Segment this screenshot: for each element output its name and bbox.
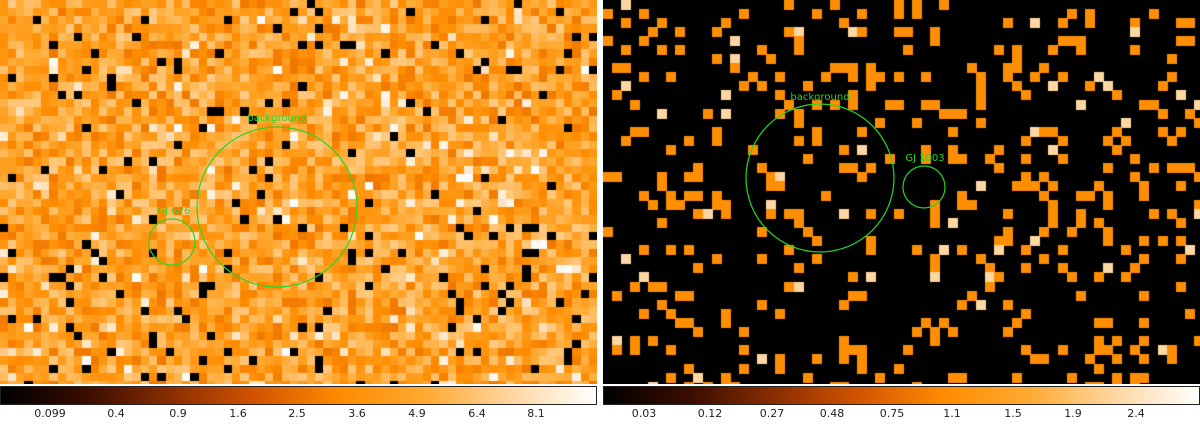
left-tick-label: 8.1	[527, 407, 545, 420]
right-image-panel: background GJ 1003 0.03 0.12 0.27 0.48 0…	[603, 0, 1200, 429]
right-tick-label: 0.48	[819, 407, 845, 420]
left-background-label: background	[247, 113, 306, 124]
left-tick-label: 0.9	[169, 407, 187, 420]
left-tick-label: 0.099	[34, 407, 66, 420]
left-image-panel: background GJ 676 0.099 0.4 0.9 1.6 2.5 …	[0, 0, 597, 429]
right-tick-label: 1.5	[1004, 407, 1022, 420]
right-region-overlay: background GJ 1003	[745, 92, 946, 253]
right-tick-label: 0.75	[879, 407, 905, 420]
right-count-image	[603, 0, 1200, 384]
right-colorbar-gradient	[604, 387, 1199, 404]
right-tick-label: 0.12	[697, 407, 723, 420]
left-tick-label: 4.9	[408, 407, 426, 420]
left-tick-label: 1.6	[229, 407, 247, 420]
right-tick-label: 1.1	[943, 407, 961, 420]
left-tick-label: 6.4	[468, 407, 486, 420]
left-tick-label: 3.6	[348, 407, 366, 420]
right-background-label: background	[790, 92, 849, 103]
left-tick-label: 0.4	[107, 407, 125, 420]
left-source-label: GJ 676	[158, 206, 191, 217]
panel-divider	[597, 0, 603, 429]
left-colorbar-gradient	[1, 387, 596, 404]
right-colorbar-ticks: 0.03 0.12 0.27 0.48 0.75 1.1 1.5 1.9 2.4	[603, 404, 1200, 429]
left-source-region[interactable]	[148, 218, 196, 266]
right-background-region[interactable]	[745, 103, 895, 253]
right-source-label: GJ 1003	[905, 153, 944, 164]
left-tick-label: 2.5	[288, 407, 306, 420]
left-count-image	[0, 0, 597, 384]
right-tick-label: 0.27	[759, 407, 785, 420]
right-image-view[interactable]: background GJ 1003	[603, 0, 1200, 384]
right-tick-label: 2.4	[1127, 407, 1145, 420]
left-colorbar	[0, 386, 597, 405]
left-region-overlay: background GJ 676	[148, 113, 358, 288]
left-image-view[interactable]: background GJ 676	[0, 0, 597, 384]
left-background-region[interactable]	[196, 126, 358, 288]
left-colorbar-ticks: 0.099 0.4 0.9 1.6 2.5 3.6 4.9 6.4 8.1	[0, 404, 597, 429]
right-tick-label: 1.9	[1064, 407, 1082, 420]
right-colorbar	[603, 386, 1200, 405]
right-source-region[interactable]	[902, 165, 946, 209]
right-tick-label: 0.03	[631, 407, 657, 420]
